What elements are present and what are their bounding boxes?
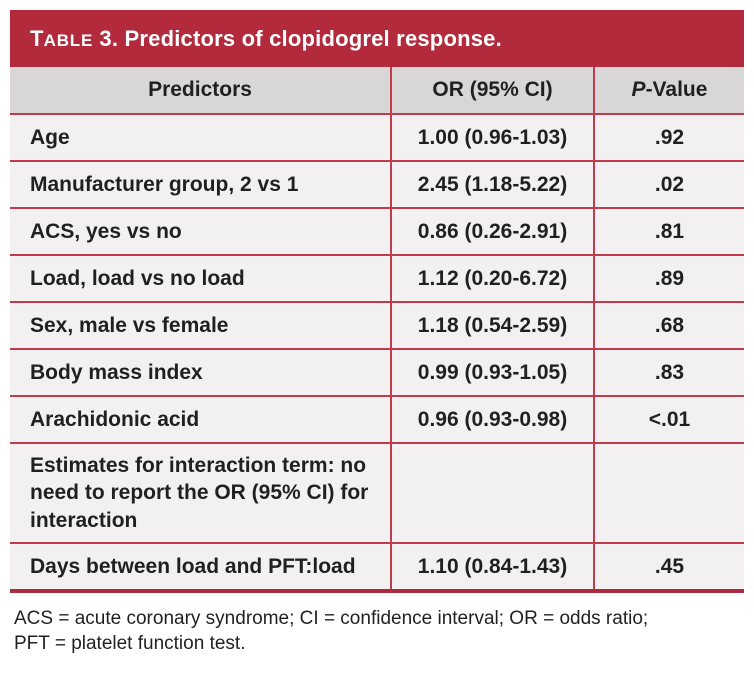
cell-or-95ci: 1.00 (0.96-1.03)	[390, 115, 593, 160]
p-value-rest: -Value	[645, 78, 708, 102]
table-title-word-smallcaps: ABLE	[43, 30, 94, 50]
cell-or-95ci	[390, 444, 593, 542]
table-title-word-initial: T	[30, 25, 44, 51]
table-body: Age 1.00 (0.96-1.03) .92 Manufacturer gr…	[10, 113, 744, 589]
header-cell-p-value: P-Value	[593, 67, 744, 113]
cell-or-95ci: 0.96 (0.93-0.98)	[390, 397, 593, 442]
table-footnote: ACS = acute coronary syndrome; CI = conf…	[14, 607, 649, 654]
cell-predictor: Days between load and PFT:load	[30, 554, 356, 578]
table-3: TABLE 3. Predictors of clopidogrel respo…	[10, 10, 744, 656]
cell-predictor: Load, load vs no load	[30, 266, 245, 290]
header-cell-or-95ci: OR (95% CI)	[390, 67, 593, 113]
table-grid: Predictors OR (95% CI) P-Value Age 1.00 …	[10, 67, 744, 593]
table-row: ACS, yes vs no 0.86 (0.26-2.91) .81	[10, 207, 744, 254]
table-title-rest: 3. Predictors of clopidogrel response.	[93, 25, 502, 51]
table-row: Load, load vs no load 1.12 (0.20-6.72) .…	[10, 254, 744, 301]
cell-p-value: .68	[593, 303, 744, 348]
table-row: Estimates for interaction term: no need …	[10, 442, 744, 542]
cell-predictor: Manufacturer group, 2 vs 1	[30, 172, 299, 196]
table-row: Days between load and PFT:load 1.10 (0.8…	[10, 541, 744, 589]
cell-predictor: Estimates for interaction term: no need …	[30, 454, 369, 532]
cell-or-95ci: 0.86 (0.26-2.91)	[390, 209, 593, 254]
table-title: TABLE 3. Predictors of clopidogrel respo…	[30, 26, 502, 52]
header-row: Predictors OR (95% CI) P-Value	[10, 67, 744, 113]
cell-or-95ci: 2.45 (1.18-5.22)	[390, 162, 593, 207]
cell-p-value: .45	[593, 543, 744, 589]
table-row: Arachidonic acid 0.96 (0.93-0.98) <.01	[10, 395, 744, 442]
cell-p-value: <.01	[593, 397, 744, 442]
cell-p-value: .81	[593, 209, 744, 254]
cell-p-value: .83	[593, 350, 744, 395]
cell-or-95ci: 1.18 (0.54-2.59)	[390, 303, 593, 348]
cell-predictor: Body mass index	[30, 360, 203, 384]
cell-or-95ci: 0.99 (0.93-1.05)	[390, 350, 593, 395]
cell-p-value: .92	[593, 115, 744, 160]
cell-p-value: .02	[593, 162, 744, 207]
header-cell-predictors: Predictors	[148, 78, 252, 102]
cell-or-95ci: 1.12 (0.20-6.72)	[390, 256, 593, 301]
cell-predictor: Age	[30, 125, 70, 149]
cell-predictor: ACS, yes vs no	[30, 219, 182, 243]
table-row: Body mass index 0.99 (0.93-1.05) .83	[10, 348, 744, 395]
cell-predictor: Arachidonic acid	[30, 407, 200, 431]
cell-p-value	[593, 444, 744, 542]
table-row: Sex, male vs female 1.18 (0.54-2.59) .68	[10, 301, 744, 348]
p-value-italic-p: P	[631, 78, 646, 102]
table-row: Manufacturer group, 2 vs 1 2.45 (1.18-5.…	[10, 160, 744, 207]
table-title-bar: TABLE 3. Predictors of clopidogrel respo…	[10, 10, 744, 67]
table-row: Age 1.00 (0.96-1.03) .92	[10, 113, 744, 160]
cell-or-95ci: 1.10 (0.84-1.43)	[390, 543, 593, 589]
cell-p-value: .89	[593, 256, 744, 301]
cell-predictor: Sex, male vs female	[30, 313, 229, 337]
